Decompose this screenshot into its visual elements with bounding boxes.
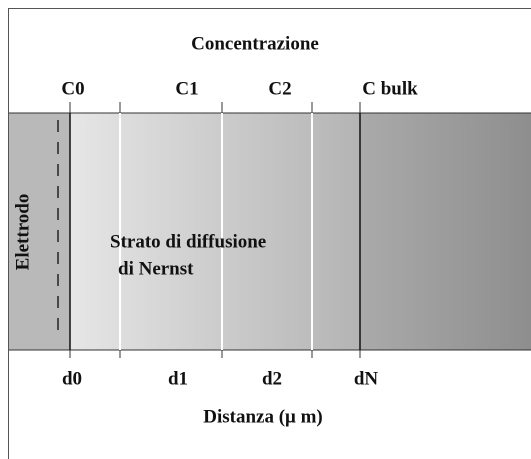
ticks [69,102,361,358]
concentration-label: C2 [268,78,291,99]
distance-label: d1 [168,368,188,389]
electrode-label: Elettrodo [12,194,33,271]
layer-label: Strato di diffusione [110,231,266,252]
distance-label: d2 [262,368,282,389]
concentration-label: C1 [175,78,198,99]
title: Concentrazione [191,33,319,54]
concentration-label: C0 [61,78,84,99]
bulk-region [360,113,531,350]
layer-dividers [119,113,313,350]
distance-label: dN [354,368,379,389]
layer-label: di Nernst [118,258,194,279]
distance-label: d0 [62,368,82,389]
axis-label: Distanza (μ m) [203,406,322,427]
concentration-label: C bulk [362,78,418,99]
